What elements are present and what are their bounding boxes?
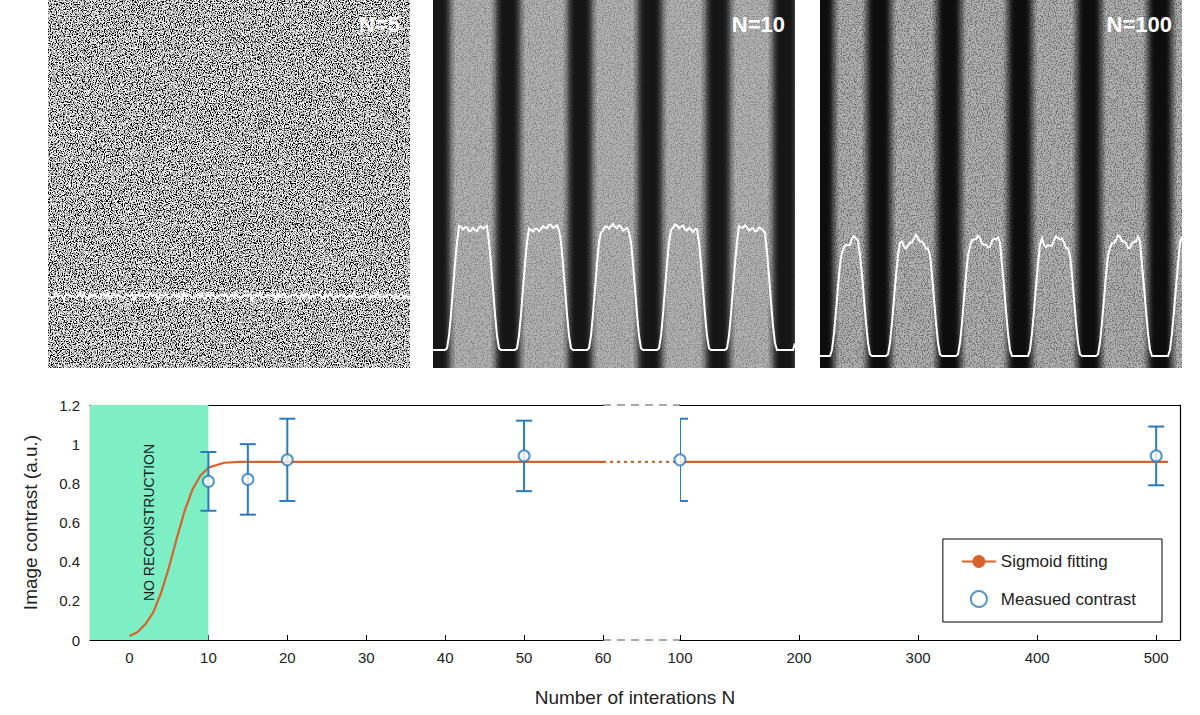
- svg-text:Measued contrast: Measued contrast: [1001, 590, 1136, 609]
- svg-text:400: 400: [1025, 649, 1050, 666]
- svg-text:N=100: N=100: [1107, 12, 1172, 37]
- svg-text:40: 40: [437, 649, 454, 666]
- svg-text:0.8: 0.8: [59, 475, 80, 492]
- svg-text:NO RECONSTRUCTION: NO RECONSTRUCTION: [141, 444, 157, 601]
- svg-text:0.2: 0.2: [59, 592, 80, 609]
- svg-text:0.6: 0.6: [59, 514, 80, 531]
- svg-text:100: 100: [667, 649, 692, 666]
- svg-text:300: 300: [906, 649, 931, 666]
- svg-text:N=10: N=10: [732, 12, 785, 37]
- svg-text:1.2: 1.2: [59, 397, 80, 414]
- svg-text:0.4: 0.4: [59, 553, 80, 570]
- svg-text:N=5: N=5: [359, 12, 400, 37]
- svg-text:500: 500: [1144, 649, 1169, 666]
- svg-text:20: 20: [279, 649, 296, 666]
- svg-text:10: 10: [200, 649, 217, 666]
- svg-text:Number of interations N: Number of interations N: [535, 687, 736, 708]
- svg-text:60: 60: [595, 649, 612, 666]
- svg-text:Sigmoid fitting: Sigmoid fitting: [1001, 552, 1108, 571]
- svg-text:30: 30: [358, 649, 375, 666]
- svg-text:200: 200: [787, 649, 812, 666]
- svg-text:0: 0: [72, 632, 80, 649]
- svg-text:50: 50: [516, 649, 533, 666]
- svg-text:1: 1: [72, 436, 80, 453]
- svg-text:Image contrast (a.u.): Image contrast (a.u.): [20, 435, 41, 610]
- svg-text:0: 0: [125, 649, 133, 666]
